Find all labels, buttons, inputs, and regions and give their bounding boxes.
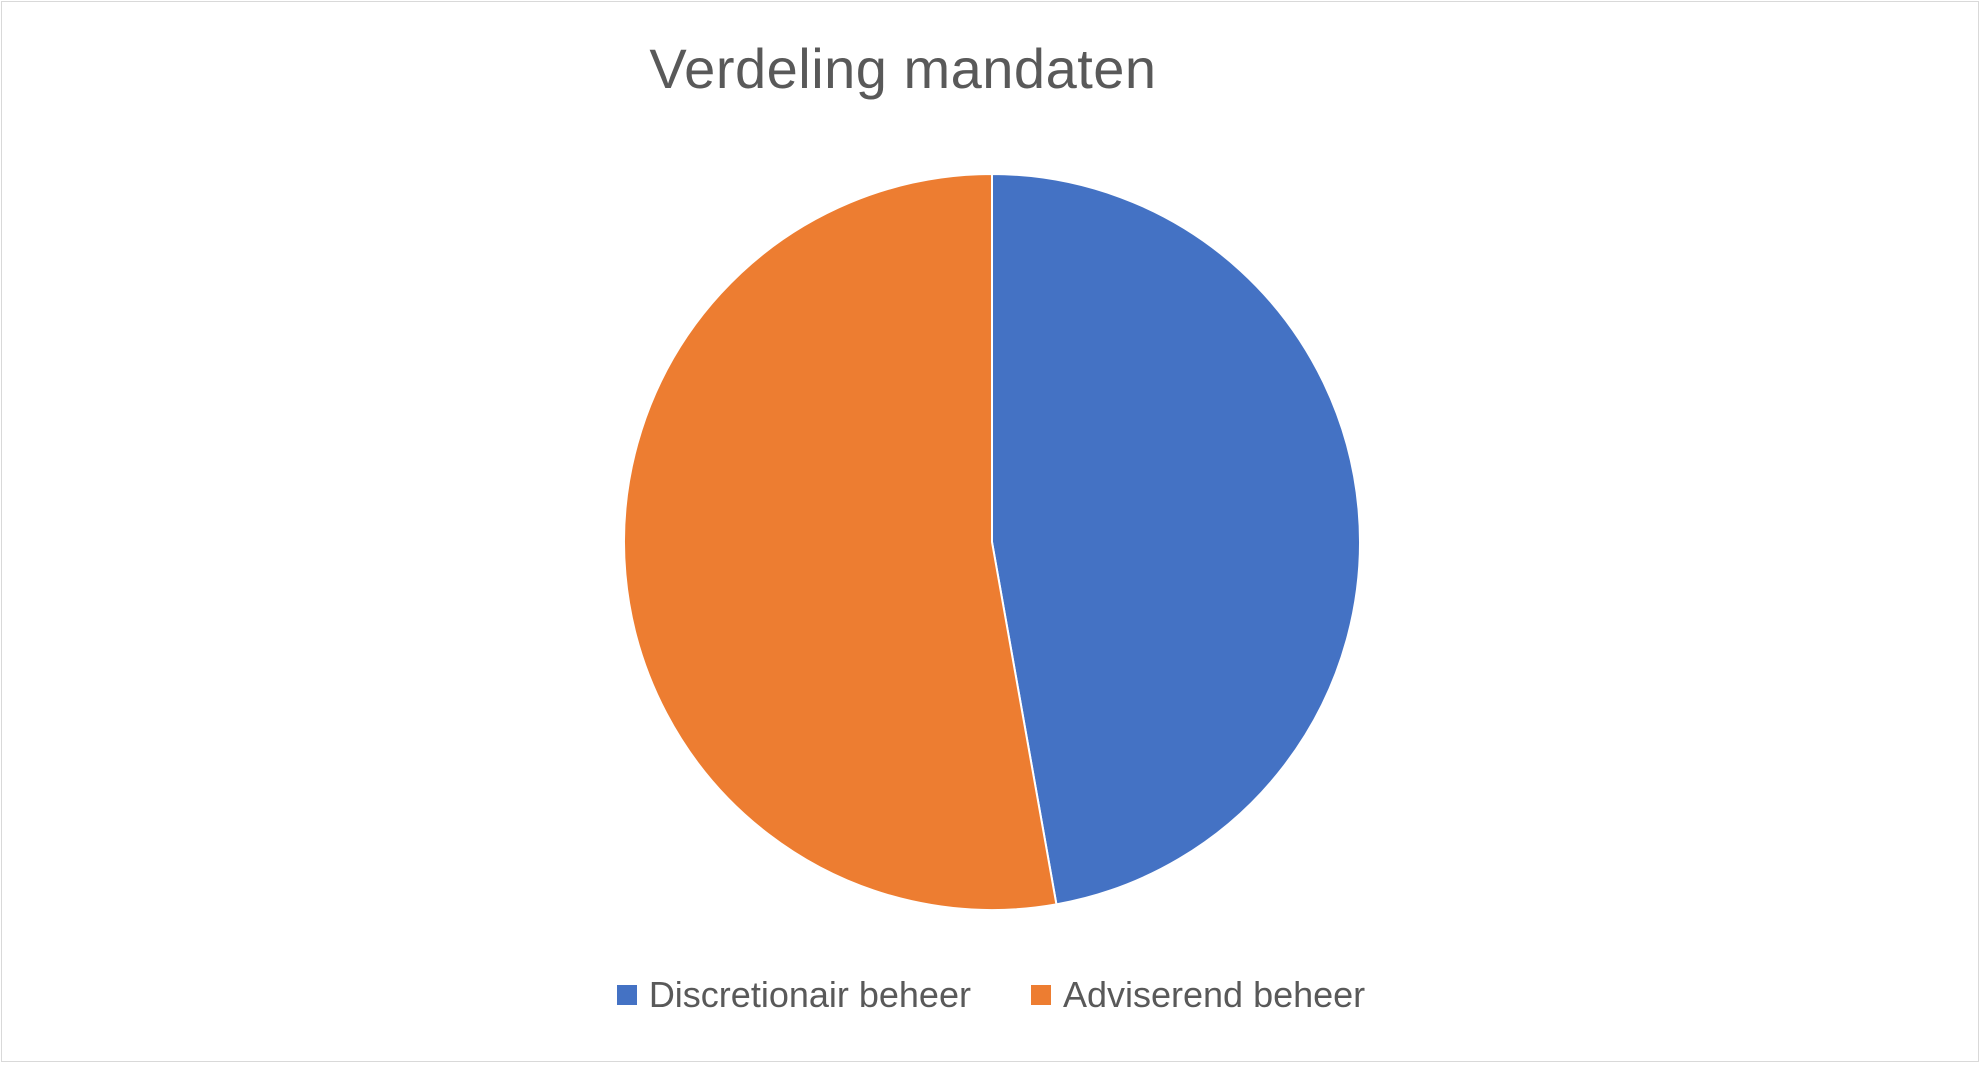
legend-item-discretionair: Discretionair beheer bbox=[616, 974, 971, 1016]
pie-slices bbox=[623, 172, 1361, 911]
legend-label-adviserend: Adviserend beheer bbox=[1062, 974, 1366, 1015]
legend-item-adviserend: Adviserend beheer bbox=[1030, 974, 1366, 1016]
legend: Discretionair beheer Adviserend beheer bbox=[2, 974, 1980, 1016]
legend-swatch-discretionair bbox=[616, 985, 637, 1005]
chart-title: Verdeling mandaten bbox=[649, 37, 1157, 100]
legend-swatch-adviserend bbox=[1030, 985, 1051, 1005]
pie-slice-0 bbox=[991, 172, 1361, 906]
legend-label-discretionair: Discretionair beheer bbox=[648, 974, 971, 1015]
pie-slice-1 bbox=[623, 172, 1058, 911]
